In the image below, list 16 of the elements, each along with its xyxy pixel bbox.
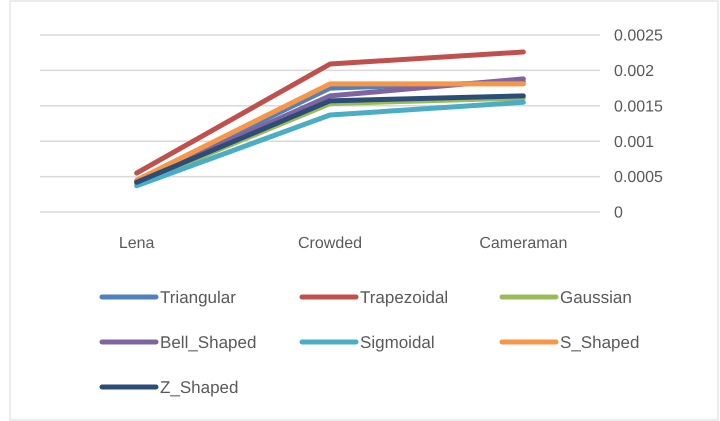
x-tick-label: Crowded <box>298 235 362 252</box>
legend-label: S_Shaped <box>560 332 640 352</box>
x-tick-label: Cameraman <box>479 235 568 252</box>
x-tick-label: Lena <box>118 235 155 252</box>
legend-label: Sigmoidal <box>360 332 435 352</box>
y-tick-label: 0 <box>614 204 623 222</box>
legend-label: Gaussian <box>560 288 632 307</box>
legend-label: Trapezoidal <box>360 288 448 307</box>
legend-label: Triangular <box>160 288 236 307</box>
y-tick-label: 0.001 <box>614 134 654 151</box>
y-tick-label: 0.0005 <box>614 169 664 186</box>
legend-label: Bell_Shaped <box>160 332 256 352</box>
y-tick-label: 0.002 <box>614 63 654 80</box>
legend-label: Z_Shaped <box>160 378 238 397</box>
y-tick-label: 0.0015 <box>614 98 664 116</box>
y-tick-label: 0.0025 <box>614 28 664 45</box>
